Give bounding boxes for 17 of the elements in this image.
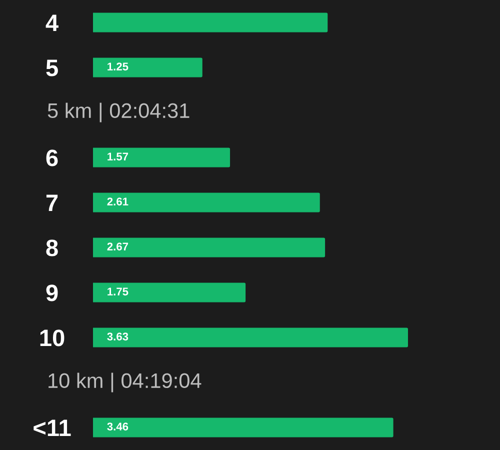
data-label: 1.75 bbox=[108, 288, 128, 296]
data-label: 3.63 bbox=[107, 332, 128, 340]
data-label: 1.57 bbox=[108, 152, 128, 160]
y-tick-label: <11 bbox=[34, 420, 71, 436]
data-label: 2.67 bbox=[107, 242, 128, 250]
data-label: 1.25 bbox=[108, 62, 128, 70]
y-tick-label: 6 bbox=[46, 150, 58, 166]
y-tick-label: 5 bbox=[46, 60, 58, 76]
annotation: 5 km | 02:04:31 bbox=[48, 102, 190, 122]
y-tick-label: 8 bbox=[46, 240, 58, 256]
y-tick-label: 7 bbox=[46, 194, 58, 212]
annotation: 10 km | 04:19:04 bbox=[48, 372, 202, 392]
data-label: 2.61 bbox=[107, 198, 128, 206]
data-label: 3.46 bbox=[107, 422, 128, 430]
y-tick-label: 10 bbox=[40, 330, 64, 346]
y-tick-label: 4 bbox=[46, 14, 58, 32]
y-tick-label: 9 bbox=[46, 284, 58, 302]
